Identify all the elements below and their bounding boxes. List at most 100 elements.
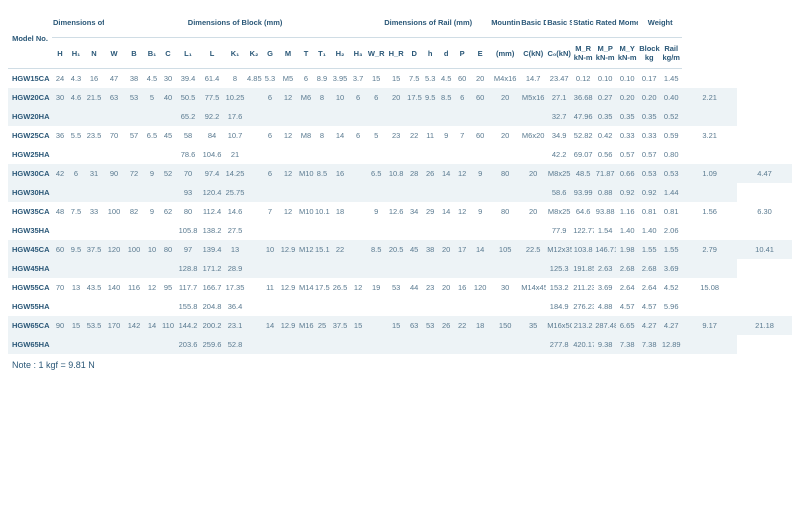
data-cell: 80 bbox=[176, 202, 200, 221]
data-cell bbox=[278, 259, 298, 278]
data-cell bbox=[682, 221, 737, 240]
data-cell: 0.17 bbox=[638, 69, 660, 89]
data-cell bbox=[386, 297, 406, 316]
data-cell: 1.16 bbox=[616, 202, 638, 221]
data-cell bbox=[84, 145, 104, 164]
data-cell bbox=[520, 259, 546, 278]
data-cell bbox=[490, 335, 520, 354]
data-cell bbox=[246, 240, 262, 259]
data-cell: 8 bbox=[224, 69, 246, 89]
data-cell: 0.88 bbox=[594, 183, 616, 202]
data-cell bbox=[422, 335, 438, 354]
table-row: HGW55CA701343.51401161295117.7166.717.35… bbox=[8, 278, 792, 297]
data-cell: 31 bbox=[84, 164, 104, 183]
table-row: HGW65HA203.6259.652.8277.8420.179.387.38… bbox=[8, 335, 792, 354]
data-cell: 23 bbox=[422, 278, 438, 297]
data-cell: 14 bbox=[438, 164, 454, 183]
data-cell bbox=[520, 183, 546, 202]
data-cell bbox=[520, 145, 546, 164]
data-cell: 47 bbox=[104, 69, 124, 89]
data-cell bbox=[104, 221, 124, 240]
data-cell: 420.17 bbox=[572, 335, 594, 354]
data-cell: 77.5 bbox=[200, 88, 224, 107]
data-cell bbox=[454, 145, 470, 164]
data-cell bbox=[470, 183, 490, 202]
data-cell: 4.57 bbox=[638, 297, 660, 316]
data-cell: 112.4 bbox=[200, 202, 224, 221]
data-cell bbox=[314, 107, 330, 126]
data-cell bbox=[262, 297, 278, 316]
data-cell bbox=[406, 183, 422, 202]
data-cell: 10 bbox=[262, 240, 278, 259]
data-cell bbox=[84, 183, 104, 202]
data-cell: 15.08 bbox=[682, 278, 737, 297]
data-cell bbox=[298, 107, 314, 126]
data-cell bbox=[144, 107, 160, 126]
data-cell bbox=[366, 316, 386, 335]
model-cell: HGW20HA bbox=[8, 107, 52, 126]
data-cell bbox=[52, 259, 68, 278]
data-cell: 5.5 bbox=[68, 126, 84, 145]
data-cell: 2.68 bbox=[616, 259, 638, 278]
data-cell bbox=[52, 145, 68, 164]
data-cell bbox=[314, 221, 330, 240]
data-cell bbox=[84, 107, 104, 126]
data-cell bbox=[330, 259, 350, 278]
data-cell bbox=[438, 297, 454, 316]
data-cell bbox=[84, 297, 104, 316]
data-cell: 18 bbox=[330, 202, 350, 221]
data-cell: 90 bbox=[52, 316, 68, 335]
data-cell: 28.9 bbox=[224, 259, 246, 278]
data-cell: 8.5 bbox=[366, 240, 386, 259]
data-cell: 72 bbox=[124, 164, 144, 183]
data-cell bbox=[160, 259, 176, 278]
data-cell: 144.2 bbox=[176, 316, 200, 335]
data-cell: 105.8 bbox=[176, 221, 200, 240]
data-cell: M12x35 bbox=[546, 240, 572, 259]
data-cell: M8 bbox=[298, 126, 314, 145]
col-Rail: Railkg/m bbox=[660, 38, 682, 69]
data-cell: 95 bbox=[160, 278, 176, 297]
data-cell: 12.9 bbox=[278, 316, 298, 335]
col-E: E bbox=[470, 38, 490, 69]
col-K₂: K₂ bbox=[246, 38, 262, 69]
data-cell: 52.8 bbox=[224, 335, 246, 354]
data-cell: 93.88 bbox=[594, 202, 616, 221]
data-cell: 4.5 bbox=[438, 69, 454, 89]
data-cell: 203.6 bbox=[176, 335, 200, 354]
col-(mm): (mm) bbox=[490, 38, 520, 69]
col-D: D bbox=[406, 38, 422, 69]
data-cell: 63 bbox=[104, 88, 124, 107]
data-cell bbox=[278, 145, 298, 164]
data-cell: 9 bbox=[366, 202, 386, 221]
col-N: N bbox=[84, 38, 104, 69]
grp-block: Dimensions of Block (mm) bbox=[104, 8, 366, 38]
data-cell: 17.35 bbox=[224, 278, 246, 297]
data-cell: M10 bbox=[298, 164, 314, 183]
data-cell: 9 bbox=[470, 202, 490, 221]
data-cell: 78.6 bbox=[176, 145, 200, 164]
data-cell bbox=[490, 107, 520, 126]
data-cell bbox=[160, 107, 176, 126]
table-row: HGW55HA155.8204.836.4184.9276.234.884.57… bbox=[8, 297, 792, 316]
data-cell: 14.6 bbox=[224, 202, 246, 221]
data-cell: 69.07 bbox=[572, 145, 594, 164]
data-cell: 4.47 bbox=[737, 164, 792, 183]
grp-dyn: Basic Dynamic Load Rating bbox=[520, 8, 546, 38]
model-cell: HGW25CA bbox=[8, 126, 52, 145]
data-cell: 287.48 bbox=[594, 316, 616, 335]
data-cell: M6x20 bbox=[520, 126, 546, 145]
col-M_Y: M_YkN-m bbox=[616, 38, 638, 69]
data-cell bbox=[314, 259, 330, 278]
data-cell: 27.5 bbox=[224, 221, 246, 240]
data-cell: 53.5 bbox=[84, 316, 104, 335]
data-cell: 62 bbox=[160, 202, 176, 221]
data-cell: 14 bbox=[144, 316, 160, 335]
data-cell bbox=[406, 335, 422, 354]
model-cell: HGW45HA bbox=[8, 259, 52, 278]
data-cell: 14 bbox=[330, 126, 350, 145]
col-T: T bbox=[298, 38, 314, 69]
data-cell bbox=[386, 221, 406, 240]
data-cell bbox=[278, 183, 298, 202]
data-cell: 60 bbox=[470, 126, 490, 145]
